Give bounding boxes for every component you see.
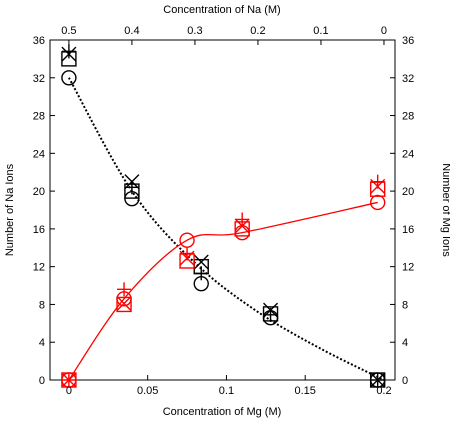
x-bottom-tick-label: 0.05 [137, 385, 158, 397]
x-top-tick-label: 0.1 [313, 25, 328, 37]
na-plus-point [61, 44, 76, 59]
x-top-tick-label: 0.3 [187, 25, 202, 37]
y-right-tick-label: 16 [402, 224, 414, 236]
mg-circle-point [369, 194, 386, 211]
y-left-tick-label: 24 [33, 148, 45, 160]
y-right-tick-label: 32 [402, 73, 414, 85]
na-plus-point [194, 266, 209, 281]
na-x-point [193, 254, 209, 270]
na-ions-curve [68, 77, 385, 381]
series-lines [68, 77, 385, 381]
y-left-tick-label: 28 [33, 111, 45, 123]
x-top-tick-label: 0.2 [250, 25, 265, 37]
y-right-tick-label: 20 [402, 186, 414, 198]
mg-plus-point [61, 373, 76, 387]
y-left-tick-label: 36 [33, 35, 45, 47]
y-right-axis-title: Number of Mg Ions [440, 163, 450, 257]
y-right-tick-label: 36 [402, 35, 414, 47]
mg-plus-point [370, 174, 385, 189]
mg-square-point [116, 296, 132, 313]
plot-frame [49, 39, 396, 381]
mg-plus-point [117, 282, 132, 297]
axis-ticks [50, 39, 395, 381]
y-right-tick-label: 4 [402, 337, 408, 349]
x-bottom-tick-label: 0 [66, 385, 72, 397]
x-bottom-axis-title: Concentration of Mg (M) [163, 406, 282, 418]
x-bottom-tick-label: 0.15 [294, 385, 315, 397]
y-right-tick-label: 24 [402, 148, 414, 160]
na-circle-point [61, 70, 77, 86]
y-left-tick-label: 16 [33, 224, 45, 236]
y-right-tick-label: 8 [402, 299, 408, 311]
y-left-tick-label: 12 [33, 262, 45, 274]
x-bottom-tick-label: 0.2 [376, 385, 391, 397]
y-left-tick-label: 0 [39, 375, 45, 387]
na-plus-point [124, 180, 139, 195]
y-left-tick-label: 20 [33, 186, 45, 198]
y-left-tick-label: 4 [39, 337, 45, 349]
mg-plus-point [180, 246, 195, 261]
y-right-tick-label: 28 [402, 111, 414, 123]
x-top-tick-label: 0.5 [61, 25, 76, 37]
mg-plus-point [235, 212, 250, 227]
y-right-tick-label: 0 [402, 375, 408, 387]
na-plus-point [370, 373, 385, 387]
y-left-axis-title: Number of Na Ions [4, 163, 16, 256]
x-bottom-tick-label: 0.1 [219, 385, 234, 397]
y-left-tick-label: 8 [39, 299, 45, 311]
y-left-tick-label: 32 [33, 73, 45, 85]
tick-labels: 0 0.05 0.1 0.15 0.2 0.5 0.4 0.3 0.2 0.1 0 0 4 8 12 16 20… [33, 25, 415, 397]
mg-ions-curve [68, 201, 378, 381]
x-top-tick-label: 0 [381, 25, 387, 37]
na-plus-point [263, 307, 278, 322]
y-right-tick-label: 12 [402, 262, 414, 274]
x-top-tick-label: 0.4 [124, 25, 139, 37]
series-markers [61, 44, 386, 388]
mg-x-point [116, 296, 132, 311]
x-top-axis-title: Concentration of Na (M) [163, 4, 280, 16]
